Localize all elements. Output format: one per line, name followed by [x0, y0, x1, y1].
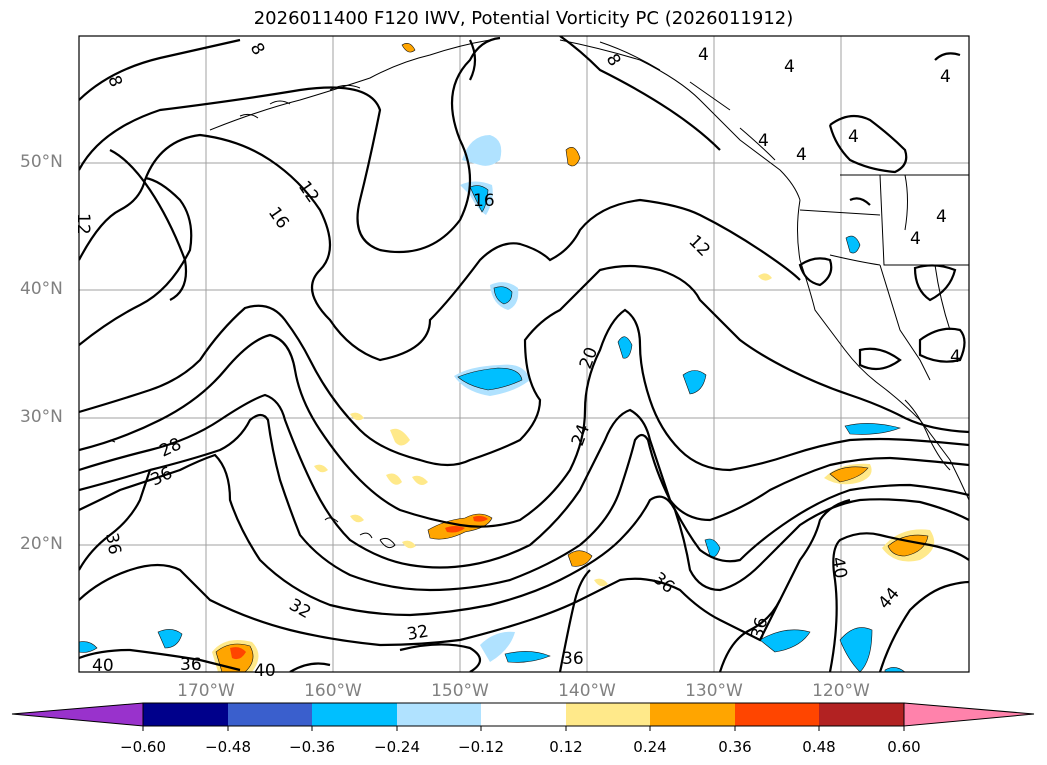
contour-label: 36 — [101, 531, 124, 556]
colorbar-tick-label: −0.36 — [289, 738, 335, 756]
colorbar-outline — [142, 702, 905, 727]
colorbar-segment — [650, 703, 735, 726]
map-frame — [78, 35, 970, 673]
colorbar-segment — [397, 703, 481, 726]
lon-label: 120°W — [812, 681, 870, 701]
contour-label: 16 — [473, 191, 495, 211]
colorbar-tick-label: −0.48 — [205, 738, 251, 756]
contour-label: 40 — [92, 656, 114, 676]
colorbar-tick-label: 0.60 — [887, 738, 921, 756]
contour-label: 4 — [698, 45, 709, 65]
colorbar-tick-label: 0.24 — [633, 738, 667, 756]
map-background — [79, 36, 969, 672]
colorbar-segment — [481, 703, 566, 726]
contour-label: 4 — [758, 131, 769, 151]
lat-label: 50°N — [20, 152, 63, 172]
contour-label: 4 — [784, 57, 795, 77]
contour-label: 4 — [936, 207, 947, 227]
lon-label: 140°W — [558, 681, 616, 701]
contour-label: 36 — [562, 649, 584, 669]
colorbar-segment — [228, 703, 312, 726]
colorbar-segment — [819, 703, 904, 726]
map-title: 2026011400 F120 IWV, Potential Vorticity… — [253, 8, 794, 29]
lon-label: 160°W — [304, 681, 362, 701]
contour-label: 12 — [73, 213, 93, 235]
contour-label: 4 — [940, 67, 951, 87]
colorbar — [11, 702, 1035, 731]
lon-label: 150°W — [431, 681, 489, 701]
lat-label: 30°N — [20, 407, 63, 427]
contour-label: 40 — [827, 555, 850, 580]
colorbar-tick-label: −0.24 — [374, 738, 420, 756]
colorbar-tick-label: −0.12 — [458, 738, 504, 756]
colorbar-segment — [735, 703, 819, 726]
colorbar-extend-low — [11, 702, 144, 727]
lon-label: 130°W — [685, 681, 743, 701]
colorbar-tick-label: 0.48 — [802, 738, 836, 756]
lat-label: 20°N — [20, 534, 63, 554]
contour-label: 36 — [180, 655, 202, 675]
colorbar-segment — [312, 703, 397, 726]
colorbar-tick-label: −0.60 — [120, 738, 166, 756]
contour-label: 4 — [848, 127, 859, 147]
colorbar-segment — [143, 703, 228, 726]
contour-label: 4 — [796, 145, 807, 165]
colorbar-tick-label: 0.36 — [718, 738, 752, 756]
colorbar-tick-label: 0.12 — [549, 738, 583, 756]
contour-label: 4 — [950, 347, 961, 367]
gridlines — [79, 36, 969, 672]
colorbar-segment — [566, 703, 650, 726]
lon-label: 170°W — [177, 681, 235, 701]
lat-label: 40°N — [20, 279, 63, 299]
contour-label: 4 — [910, 229, 921, 249]
colorbar-extend-high — [903, 702, 1035, 727]
contour-label: 40 — [254, 661, 276, 681]
pv-positive-shading — [212, 43, 935, 672]
contour-label: 32 — [405, 621, 430, 644]
iwv-contours — [79, 36, 969, 672]
pv-negative-shading — [79, 135, 906, 672]
